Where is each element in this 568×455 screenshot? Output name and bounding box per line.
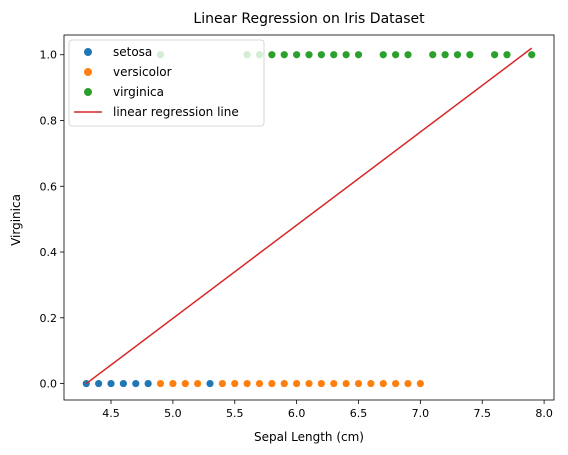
y-tick-label: 0.0	[40, 378, 58, 391]
x-tick-label: 5.0	[164, 407, 182, 420]
versicolor-point	[392, 379, 400, 388]
versicolor-point	[169, 379, 177, 388]
y-tick-label: 0.6	[40, 180, 58, 193]
legend-label-versicolor: versicolor	[113, 65, 172, 79]
versicolor-point	[231, 379, 239, 388]
versicolor-point	[342, 379, 350, 388]
legend-label-virginica: virginica	[113, 85, 164, 99]
virginica-point	[503, 51, 511, 59]
x-tick-label: 7.5	[473, 407, 491, 420]
versicolor-point	[293, 379, 301, 388]
versicolor-point	[367, 379, 375, 388]
versicolor-point	[280, 379, 288, 388]
linear-regression-line	[85, 47, 533, 385]
setosa-point	[144, 379, 152, 388]
versicolor-point	[156, 379, 165, 388]
y-tick-label: 1.0	[40, 49, 58, 62]
y-tick-label: 0.4	[40, 246, 58, 259]
versicolor-point	[181, 379, 189, 388]
x-tick-label: 6.5	[350, 407, 368, 420]
chart-title: Linear Regression on Iris Dataset	[193, 11, 425, 27]
virginica-point	[453, 51, 462, 59]
legend-box	[68, 39, 265, 127]
virginica-point	[342, 51, 350, 59]
versicolor-point	[305, 379, 313, 388]
versicolor-point	[243, 379, 251, 388]
virginica-point	[280, 51, 288, 59]
y-tick-label: 0.8	[40, 114, 58, 127]
versicolor-point	[218, 379, 226, 388]
legend-swatch-setosa	[84, 48, 92, 56]
setosa-point	[206, 379, 214, 388]
virginica-point	[305, 51, 313, 59]
setosa-point	[107, 379, 115, 388]
versicolor-point	[416, 379, 424, 388]
virginica-point	[268, 51, 276, 59]
y-tick-label: 0.2	[40, 312, 58, 325]
virginica-point	[330, 51, 338, 59]
legend-swatch-versicolor	[84, 68, 92, 76]
virginica-point	[354, 51, 363, 59]
setosa-point	[95, 379, 103, 388]
virginica-point	[392, 51, 400, 59]
virginica-point	[317, 51, 325, 59]
legend-swatch-virginica	[84, 88, 92, 96]
setosa-point	[132, 379, 140, 388]
versicolor-point	[330, 379, 338, 388]
versicolor-point	[268, 379, 276, 388]
versicolor-point	[317, 379, 325, 388]
setosa-point	[119, 379, 127, 388]
versicolor-point	[255, 379, 264, 388]
x-tick-label: 6.0	[288, 407, 306, 420]
virginica-point	[491, 51, 499, 59]
x-tick-label: 8.0	[535, 407, 553, 420]
x-tick-label: 7.0	[412, 407, 430, 420]
virginica-point	[441, 51, 449, 59]
legend-label-linear-regression-line: linear regression line	[113, 105, 239, 119]
legend-label-setosa: setosa	[113, 45, 152, 59]
virginica-point	[379, 51, 387, 59]
legend: setosa versicolor virginica linear regressi…	[68, 39, 265, 127]
virginica-point	[528, 51, 536, 59]
virginica-point	[466, 51, 474, 59]
x-axis-label: Sepal Length (cm)	[254, 430, 364, 444]
x-tick-label: 4.5	[102, 407, 120, 420]
versicolor-point	[404, 379, 412, 388]
x-tick-label: 5.5	[226, 407, 244, 420]
versicolor-point	[379, 379, 387, 388]
virginica-point	[429, 51, 437, 59]
plot-area-frame	[63, 34, 555, 401]
virginica-point	[404, 51, 412, 59]
versicolor-point	[354, 379, 363, 388]
y-axis-label: Virginica	[9, 194, 23, 246]
versicolor-point	[194, 379, 202, 388]
virginica-point	[293, 51, 301, 59]
